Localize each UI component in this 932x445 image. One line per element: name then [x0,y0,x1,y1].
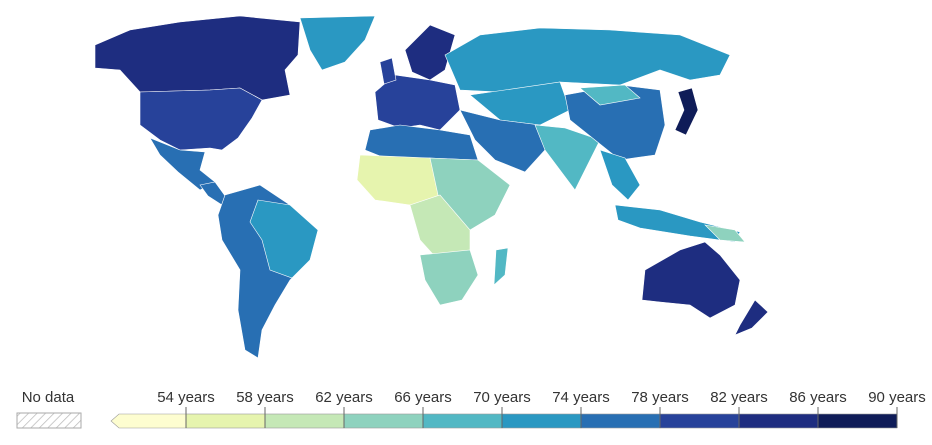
legend-tick-label: 86 years [789,389,847,406]
north-africa [364,124,479,161]
legend-tick-label: 58 years [236,389,294,406]
central-asia [469,81,571,126]
australia [641,241,741,319]
southeast-asia [599,149,641,201]
middle-east [459,109,546,173]
china [564,84,666,161]
legend-tick-label: 82 years [710,389,768,406]
uk [379,57,397,85]
legend: No data 54 years 58 years 62 years 66 years… [16,389,926,429]
mongolia [579,84,641,106]
canada [94,15,301,101]
legend-swatch [343,413,424,429]
color-scale: 54 years 58 years 62 years 66 years 70 years… [110,389,926,429]
legend-swatch [738,413,819,429]
legend-swatch [185,413,266,429]
west-africa [356,154,441,206]
greenland [299,15,376,71]
madagascar [493,247,509,286]
india [534,124,601,191]
no-data-label: No data [22,389,75,406]
scandinavia [404,24,456,81]
indonesia [614,204,741,243]
legend-tick-label: 66 years [394,389,452,406]
world-map [94,15,769,359]
legend-swatch [501,413,582,429]
no-data-swatch [16,412,82,429]
legend-tick-label: 78 years [631,389,689,406]
legend-tick-label: 54 years [157,389,215,406]
usa [139,87,263,151]
legend-swatch [817,413,898,429]
legend-tick-label: 70 years [473,389,531,406]
legend-swatch [264,413,345,429]
legend-tick-label: 90 years [868,389,926,406]
new-zealand [734,299,769,336]
legend-swatch [422,413,503,429]
brazil [249,199,319,279]
legend-swatch [659,413,740,429]
legend-tick-label: 62 years [315,389,373,406]
japan [674,87,699,136]
legend-swatch [580,413,661,429]
southern-africa [419,249,479,306]
russia [444,27,731,93]
legend-swatch [110,413,187,429]
western-europe [374,74,461,131]
papua-new-guinea [704,224,746,243]
legend-tick-label: 74 years [552,389,610,406]
